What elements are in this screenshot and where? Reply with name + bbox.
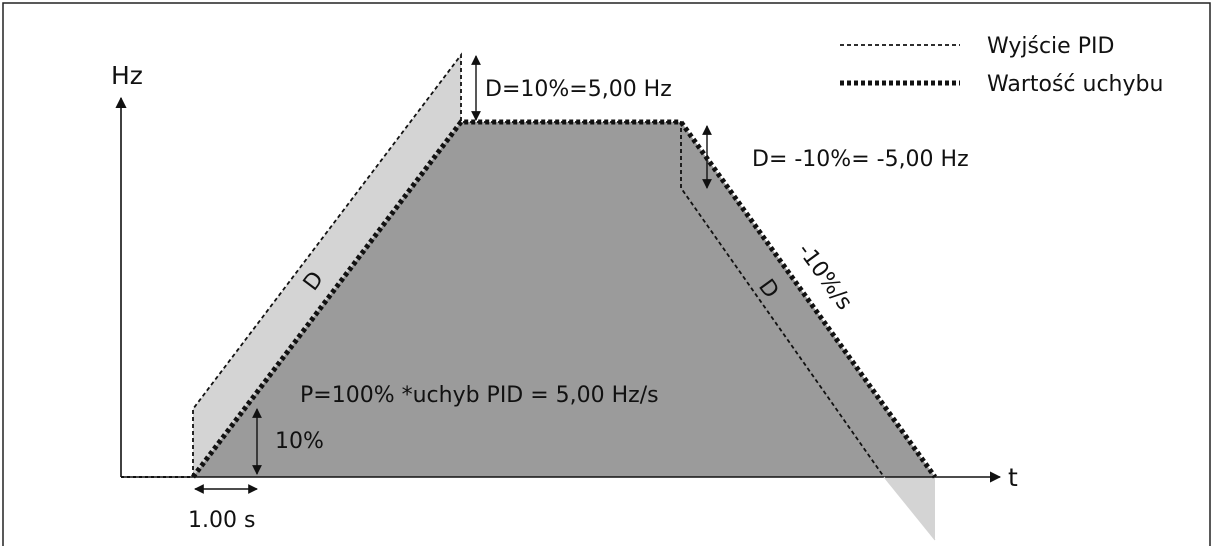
legend-label-pid-output: Wyjście PID [987, 34, 1114, 59]
pid-output-line-tail [883, 476, 936, 541]
error-value-line [191, 119, 938, 479]
y-axis-label: Hz [111, 61, 143, 90]
p-formula-label: P=100% *uchyb PID = 5,00 Hz/s [300, 383, 659, 408]
ten-pct-label: 10% [275, 429, 324, 454]
legend: Wyjście PID Wartość uchybu [840, 34, 1163, 97]
time-step-label: 1.00 s [188, 508, 255, 533]
legend-label-error-value: Wartość uchybu [987, 72, 1163, 97]
error-value-area [193, 122, 935, 477]
d-right-label: D= -10%= -5,00 Hz [752, 147, 969, 172]
x-axis-label: t [1008, 463, 1018, 492]
pid-output-rise-area [193, 55, 461, 477]
d-top-label: D=10%=5,00 Hz [485, 77, 672, 102]
